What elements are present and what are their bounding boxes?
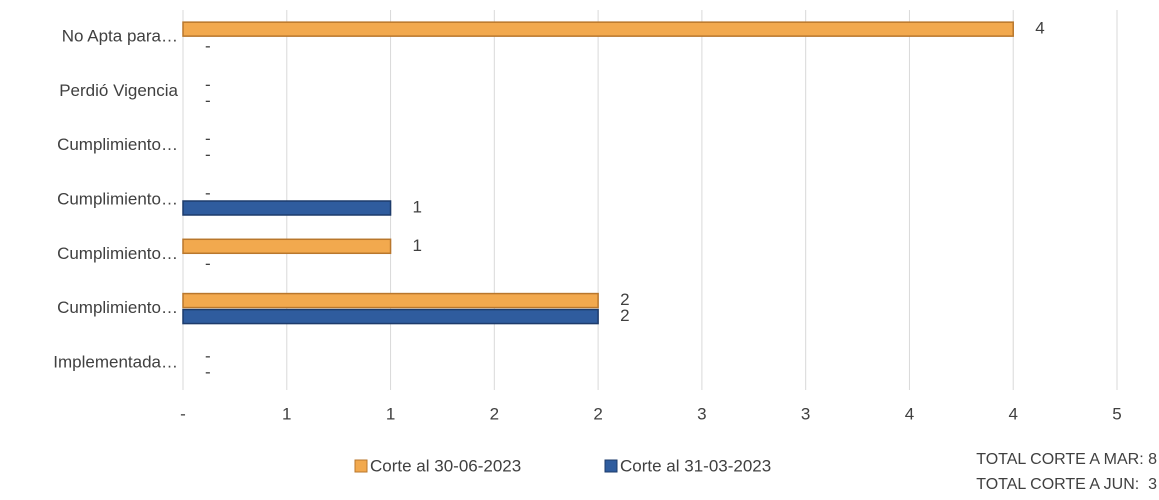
- x-tick-label: 4: [1008, 404, 1017, 423]
- x-tick-label: 5: [1112, 404, 1121, 423]
- x-tick-label: 3: [801, 404, 810, 423]
- data-label: -: [205, 129, 211, 148]
- legend-label: Corte al 30-06-2023: [370, 456, 521, 475]
- bar: [182, 200, 392, 216]
- data-label: 4: [1035, 19, 1044, 38]
- x-tick-label: -: [180, 404, 186, 423]
- x-tick-label: 1: [386, 404, 395, 423]
- data-label: -: [205, 346, 211, 365]
- bar: [182, 21, 1014, 37]
- y-tick-label: No Apta para…: [62, 27, 178, 46]
- bar: [182, 292, 599, 309]
- data-label: -: [205, 254, 211, 273]
- data-label: 1: [413, 197, 422, 216]
- y-tick-label: Cumplimiento…: [57, 298, 178, 317]
- x-tick-label: 3: [697, 404, 706, 423]
- legend-swatch: [604, 459, 618, 473]
- data-label: -: [205, 37, 211, 56]
- y-tick-label: Implementada…: [53, 352, 178, 371]
- data-label: -: [205, 145, 211, 164]
- legend-swatch: [354, 459, 368, 473]
- y-tick-label: Cumplimiento…: [57, 135, 178, 154]
- bar: [182, 308, 599, 325]
- data-label: -: [205, 183, 211, 202]
- x-tick-label: 2: [490, 404, 499, 423]
- data-label: -: [205, 75, 211, 94]
- annotation: TOTAL CORTE A JUN: 3: [976, 476, 1157, 493]
- x-tick-label: 2: [593, 404, 602, 423]
- data-label: 2: [620, 290, 629, 309]
- data-label: -: [205, 362, 211, 381]
- bar: [182, 238, 392, 255]
- data-label: 2: [620, 306, 629, 325]
- legend-label: Corte al 31-03-2023: [620, 456, 771, 475]
- annotation: TOTAL CORTE A MAR: 8: [976, 451, 1157, 468]
- x-tick-label: 4: [905, 404, 914, 423]
- data-label: 1: [413, 236, 422, 255]
- y-tick-label: Perdió Vigencia: [59, 81, 178, 100]
- data-label: -: [205, 91, 211, 110]
- y-tick-label: Cumplimiento…: [57, 244, 178, 263]
- y-tick-label: Cumplimiento…: [57, 189, 178, 208]
- x-tick-label: 1: [282, 404, 291, 423]
